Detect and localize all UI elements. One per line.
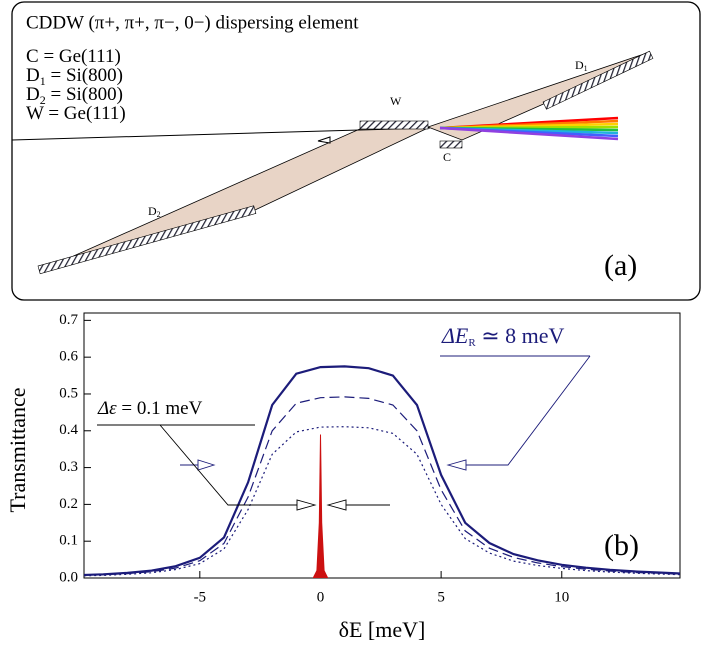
crystal-d1 <box>542 50 654 110</box>
legend-name: W <box>26 103 44 124</box>
x-axis-label: δE [meV] <box>339 617 426 642</box>
label-d1-sub: 1 <box>584 64 588 73</box>
y-tick-label: 0.5 <box>59 385 78 401</box>
legend-item: W = Ge(111) <box>26 103 126 124</box>
annotation-rest: = 0.1 meV <box>117 398 203 419</box>
y-tick-label: 0.0 <box>59 569 78 585</box>
crystal-w <box>359 120 429 130</box>
legend-sub: 2 <box>40 93 46 107</box>
annotation: ΔER ≃ 8 meV <box>441 323 565 348</box>
label-d1-name: D <box>575 58 584 72</box>
diagram-title: CDDW (π+, π+, π−, 0−) dispersing element <box>26 12 359 33</box>
crystal-c <box>439 140 463 149</box>
series-line <box>84 365 680 577</box>
legend-item: D2 = Si(800) <box>26 84 123 106</box>
beam <box>11 127 431 141</box>
y-tick-label: 0.1 <box>59 533 78 549</box>
y-tick-label: 0.3 <box>59 459 78 475</box>
legend-rest: = Si(800) <box>46 84 123 105</box>
annotation-text: ΔE <box>441 323 469 348</box>
legend-name: C <box>26 46 39 67</box>
legend-name: D <box>26 84 40 105</box>
series-line <box>84 426 680 577</box>
annotation: Δε = 0.1 meV <box>97 398 203 419</box>
panel-label: (b) <box>604 529 639 562</box>
series-line <box>84 396 680 576</box>
annotation-rest: ≃ 8 meV <box>476 323 565 348</box>
panel-label: (a) <box>604 249 637 282</box>
y-tick-label: 0.6 <box>59 349 78 365</box>
y-tick-label: 0.7 <box>59 312 78 328</box>
label-d2-name: D <box>148 204 157 218</box>
rainbow <box>439 116 619 141</box>
arrow <box>317 136 331 144</box>
legend-item: D1 = Si(800) <box>26 65 123 87</box>
x-tick-label: 0 <box>317 589 325 605</box>
series-line <box>312 434 329 578</box>
annotation-text: Δε <box>97 398 117 419</box>
legend-rest: = Si(800) <box>46 65 123 86</box>
x-tick-label: 10 <box>554 589 569 605</box>
crystal-d2 <box>37 205 257 275</box>
x-tick-label: -5 <box>194 589 207 605</box>
label-d2-sub: 2 <box>157 210 161 219</box>
label-w: W <box>390 94 402 108</box>
callouts <box>97 355 591 511</box>
legend-rest: = Ge(111) <box>39 46 121 67</box>
legend-item: C = Ge(111) <box>26 46 121 67</box>
legend-name: D <box>26 65 40 86</box>
label-d2: D2 <box>148 204 161 219</box>
y-tick-label: 0.4 <box>59 422 78 438</box>
plot-frame <box>83 312 681 579</box>
y-tick-label: 0.2 <box>59 496 78 512</box>
annotation-sub: R <box>468 337 476 349</box>
x-tick-label: 5 <box>437 589 445 605</box>
legend-sub: 1 <box>40 74 46 88</box>
legend: C = Ge(111)D1 = Si(800)D2 = Si(800)W = G… <box>26 46 126 124</box>
series-group <box>84 365 680 578</box>
label-d1: D1 <box>575 58 588 73</box>
label-c: C <box>443 150 451 164</box>
legend-rest: = Ge(111) <box>44 103 126 124</box>
plot: 0.0 0.1 0.2 0.3 0.4 0.5 0.6 0.7 -5 0 5 10 <box>59 312 680 605</box>
y-axis-label: Transmittance <box>5 387 30 512</box>
